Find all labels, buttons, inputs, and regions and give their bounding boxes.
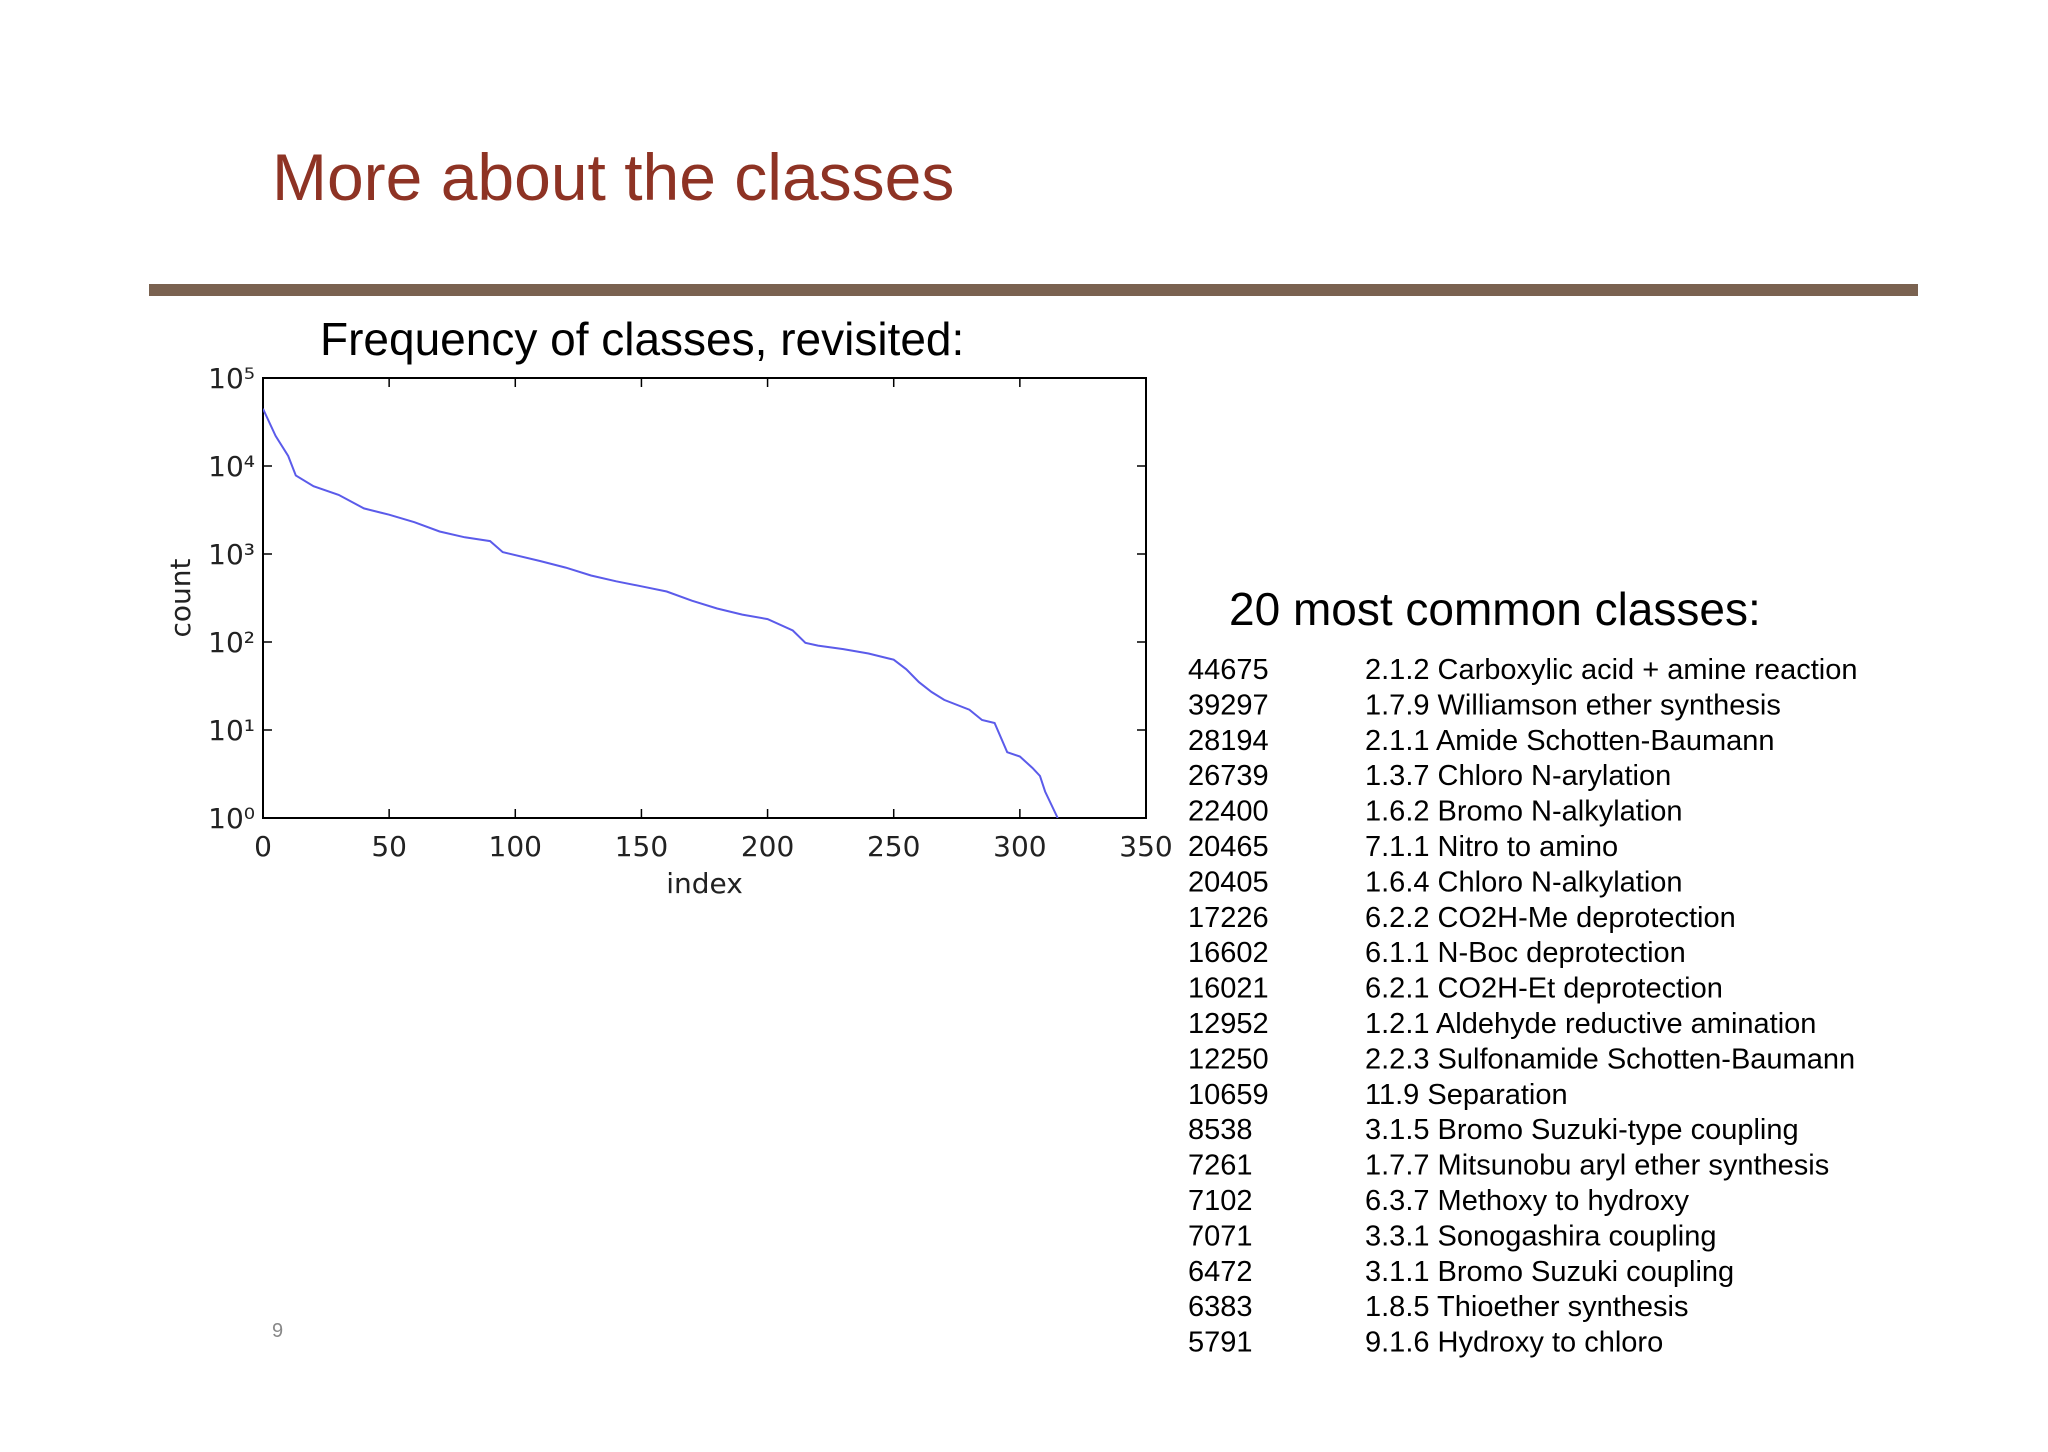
class-name: 3.1.5 Bromo Suzuki-type coupling (1365, 1114, 1799, 1146)
class-count: 6472 (1188, 1256, 1253, 1288)
page-number: 9 (272, 1320, 283, 1342)
x-tick-label: 50 (371, 830, 407, 863)
y-tick-label: 10⁰ (208, 802, 255, 835)
class-name: 1.6.2 Bromo N-alkylation (1365, 796, 1683, 828)
x-tick-label: 200 (741, 830, 794, 863)
class-name: 2.1.1 Amide Schotten-Baumann (1365, 725, 1774, 757)
class-name: 3.3.1 Sonogashira coupling (1365, 1220, 1716, 1252)
y-tick-label: 10⁵ (208, 362, 255, 395)
class-count: 10659 (1188, 1079, 1269, 1111)
x-tick-label: 350 (1119, 830, 1172, 863)
slide-title: More about the classes (272, 140, 954, 214)
class-count: 22400 (1188, 796, 1269, 828)
x-tick-label: 150 (615, 830, 668, 863)
class-count: 17226 (1188, 902, 1269, 934)
plot: 0 50 100 150 200 250 300 350 10⁰ 10¹ 10² 10³ 10⁴ 10⁵ i… (164, 362, 1173, 900)
y-tick-label: 10⁴ (208, 450, 255, 483)
class-name: 6.3.7 Methoxy to hydroxy (1365, 1185, 1689, 1217)
class-count: 28194 (1188, 725, 1269, 757)
class-name: 6.2.1 CO2H-Et deprotection (1365, 973, 1723, 1005)
class-name: 1.7.9 Williamson ether synthesis (1365, 689, 1781, 721)
x-tick-label: 250 (867, 830, 920, 863)
class-name: 3.1.1 Bromo Suzuki coupling (1365, 1256, 1734, 1288)
y-tick-label: 10¹ (208, 714, 255, 747)
class-count: 20405 (1188, 866, 1269, 898)
y-axis-label: count (164, 558, 197, 637)
class-count: 26739 (1188, 760, 1269, 792)
class-table: 44675 2.1.2 Carboxylic acid + amine react… (1188, 654, 1857, 1359)
y-tick-label: 10² (208, 626, 255, 659)
table-title: 20 most common classes: (1229, 583, 1761, 635)
class-name: 2.2.3 Sulfonamide Schotten-Baumann (1365, 1043, 1855, 1075)
class-count: 5791 (1188, 1327, 1253, 1359)
class-count: 6383 (1188, 1291, 1253, 1323)
class-count: 16602 (1188, 937, 1269, 969)
x-tick-label: 300 (993, 830, 1046, 863)
class-count: 12952 (1188, 1008, 1269, 1040)
class-count: 20465 (1188, 831, 1269, 863)
class-count: 12250 (1188, 1043, 1269, 1075)
class-name: 1.8.5 Thioether synthesis (1365, 1291, 1689, 1323)
plot-frame (262, 377, 1147, 819)
chart-subtitle: Frequency of classes, revisited: (320, 313, 964, 365)
class-count: 39297 (1188, 689, 1269, 721)
class-name: 11.9 Separation (1365, 1079, 1568, 1111)
class-name: 2.1.2 Carboxylic acid + amine reaction (1365, 654, 1857, 686)
title-rule (149, 284, 1918, 296)
class-name: 6.2.2 CO2H-Me deprotection (1365, 902, 1736, 934)
x-tick-label: 0 (254, 830, 272, 863)
class-count: 7102 (1188, 1185, 1253, 1217)
class-name: 9.1.6 Hydroxy to chloro (1365, 1327, 1663, 1359)
class-name: 1.2.1 Aldehyde reductive amination (1365, 1008, 1816, 1040)
class-count: 44675 (1188, 654, 1269, 686)
x-tick-label: 100 (489, 830, 542, 863)
class-name: 6.1.1 N-Boc deprotection (1365, 937, 1686, 969)
class-name: 1.6.4 Chloro N-alkylation (1365, 866, 1683, 898)
class-name: 7.1.1 Nitro to amino (1365, 831, 1618, 863)
class-count: 7261 (1188, 1150, 1253, 1182)
class-count: 16021 (1188, 973, 1269, 1005)
class-name: 1.3.7 Chloro N-arylation (1365, 760, 1671, 792)
data-line (263, 408, 1059, 818)
class-count: 7071 (1188, 1220, 1253, 1252)
x-axis-label: index (666, 867, 743, 900)
class-name: 1.7.7 Mitsunobu aryl ether synthesis (1365, 1150, 1829, 1182)
class-count: 8538 (1188, 1114, 1253, 1146)
y-tick-label: 10³ (208, 538, 255, 571)
